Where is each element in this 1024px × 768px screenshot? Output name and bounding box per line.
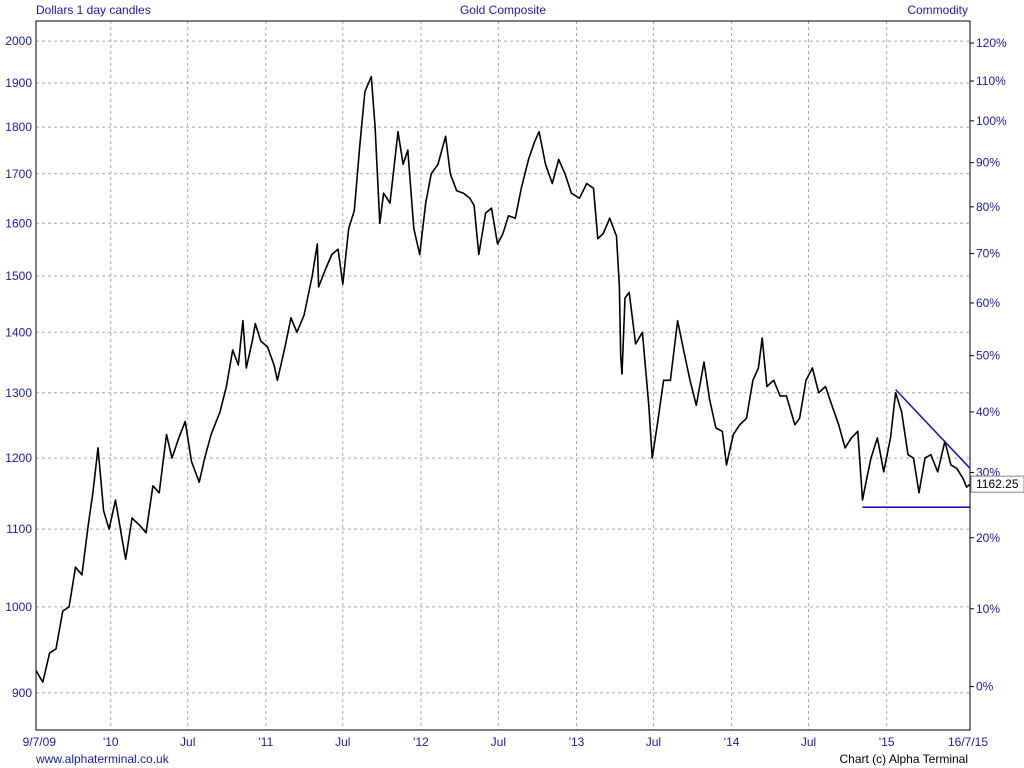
grid-lines (36, 21, 970, 730)
y2-tick-label: 40% (976, 405, 1000, 419)
price-line (35, 75, 971, 683)
x-tick-label: 9/7/09 (23, 735, 57, 749)
series-layer (35, 75, 971, 683)
last-price-label: 1162.25 (976, 477, 1019, 491)
trendline (895, 389, 971, 469)
x-tick-label: '12 (413, 735, 429, 749)
x-tick-label: Jul (801, 735, 816, 749)
y-tick-label: 900 (12, 686, 32, 700)
y2-tick-label: 80% (976, 200, 1000, 214)
x-tick-label: '11 (259, 735, 274, 749)
x-tick-label: Jul (180, 735, 195, 749)
last-price-label-group: 1162.25 (970, 475, 1024, 493)
y-tick-label: 1100 (6, 522, 32, 536)
y-tick-label: 1500 (5, 269, 32, 283)
y-tick-label: 1000 (5, 600, 32, 614)
y2-tick-label: 50% (976, 349, 1000, 363)
x-tick-label: Jul (491, 735, 506, 749)
y2-tick-label: 90% (976, 156, 1000, 170)
x-tick-label: '14 (724, 735, 740, 749)
chart-header-right: Commodity (907, 3, 968, 17)
x-tick-label: Jul (335, 735, 350, 749)
footer-credit: Chart (c) Alpha Terminal (839, 752, 969, 766)
y-tick-label: 1700 (5, 167, 32, 181)
x-tick-label: Jul (646, 735, 661, 749)
y-tick-label: 1300 (5, 386, 32, 400)
last-price-box (970, 475, 1024, 493)
x-tick-label: '13 (569, 735, 585, 749)
y2-tick-label: 100% (976, 114, 1007, 128)
y2-tick-label: 10% (976, 602, 1000, 616)
chart-header-left: Dollars 1 day candles (36, 3, 151, 17)
y-tick-label: 1900 (5, 76, 32, 90)
y-tick-label: 1400 (5, 325, 32, 339)
y2-tick-label: 20% (976, 531, 1000, 545)
x-tick-label: '10 (103, 735, 119, 749)
y-tick-label: 1200 (5, 451, 32, 465)
trendlines (862, 389, 971, 508)
y2-tick-label: 0% (976, 680, 994, 694)
y2-tick-label: 120% (976, 36, 1007, 50)
y2-tick-label: 60% (976, 296, 1000, 310)
x-tick-label: '15 (879, 735, 895, 749)
y-tick-label: 1800 (5, 120, 32, 134)
plot-frame (35, 20, 971, 731)
footer-website: www.alphaterminal.co.uk (36, 752, 169, 766)
x-tick-label: 16/7/15 (948, 735, 988, 749)
chart-title: Gold Composite (459, 3, 547, 17)
y-tick-label: 2000 (5, 34, 32, 48)
y2-tick-label: 70% (976, 246, 1000, 260)
axis-ticks: 900 1000 1100 1200 1300 1400 1500 1600 1700 1800 1… (5, 34, 1007, 749)
y-tick-label: 1600 (5, 216, 32, 230)
y2-tick-label: 110% (976, 74, 1006, 88)
